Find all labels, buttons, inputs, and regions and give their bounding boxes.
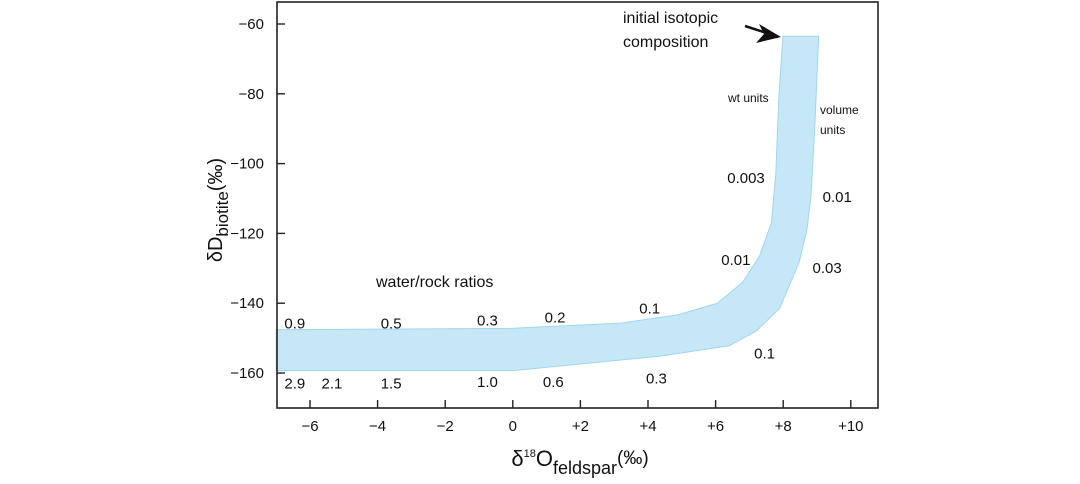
ratio-label: 0.1: [639, 301, 660, 318]
ratio-label: 0.01: [823, 189, 852, 206]
y-title-unit: (‰): [205, 158, 227, 191]
y-tick-label: −80: [239, 86, 264, 103]
initial-composition-label-2: composition: [623, 34, 708, 51]
ratio-label: 0.6: [543, 374, 564, 391]
x-tick-label: 0: [509, 418, 517, 435]
x-title-sub: feldspar: [553, 458, 617, 478]
ratio-label: 0.003: [727, 170, 765, 187]
x-tick-label: +10: [838, 418, 863, 435]
water-rock-label: water/rock ratios: [375, 274, 493, 291]
ratio-label: 0.03: [813, 260, 842, 277]
x-tick-label: +4: [639, 418, 656, 435]
ratio-label: 0.3: [646, 370, 667, 387]
ratio-label: 2.9: [284, 375, 305, 392]
x-tick-label: −4: [369, 418, 386, 435]
x-title-unit: (‰): [617, 448, 649, 469]
x-tick-label: +6: [707, 418, 724, 435]
y-tick-label: −60: [239, 16, 264, 33]
wt-units-label: wt units: [727, 91, 769, 105]
ratio-label: 1.5: [381, 375, 402, 392]
y-title-sub: biotite: [213, 191, 232, 236]
y-title-main: δD: [205, 237, 227, 263]
svg-text:δDbiotite(‰): δDbiotite(‰): [205, 158, 232, 262]
ratio-label: 2.1: [322, 375, 343, 392]
x-tick-label: +8: [775, 418, 792, 435]
x-axis-title: δ18Ofeldspar(‰): [511, 446, 648, 478]
x-tick-label: −2: [437, 418, 454, 435]
ratio-label: 0.01: [721, 252, 750, 269]
initial-composition-label-1: initial isotopic: [623, 10, 718, 27]
y-tick-label: −120: [230, 225, 264, 242]
y-axis-title: δDbiotite(‰): [205, 158, 232, 262]
x-title-main: δ: [511, 446, 523, 471]
ratio-label: 1.0: [477, 374, 498, 391]
ratio-label: 0.5: [381, 315, 402, 332]
water-rock-band: [275, 35, 820, 372]
y-tick-label: −140: [230, 295, 264, 312]
x-tick-label: −6: [301, 418, 318, 435]
volume-units-label-2: units: [820, 123, 845, 137]
ratio-label: 0.2: [545, 310, 566, 327]
ratio-label: 0.3: [477, 313, 498, 330]
volume-units-label-1: volume: [820, 103, 859, 117]
ratio-label: 0.9: [284, 315, 305, 332]
x-title-sup: 18: [524, 448, 536, 460]
x-title-base: O: [536, 446, 553, 471]
plot-frame: [276, 1, 879, 409]
arrow-icon: [744, 24, 781, 43]
ratio-label: 0.1: [754, 345, 775, 362]
y-tick-label: −160: [230, 365, 264, 382]
y-tick-label: −100: [230, 156, 264, 173]
x-tick-label: +2: [572, 418, 589, 435]
